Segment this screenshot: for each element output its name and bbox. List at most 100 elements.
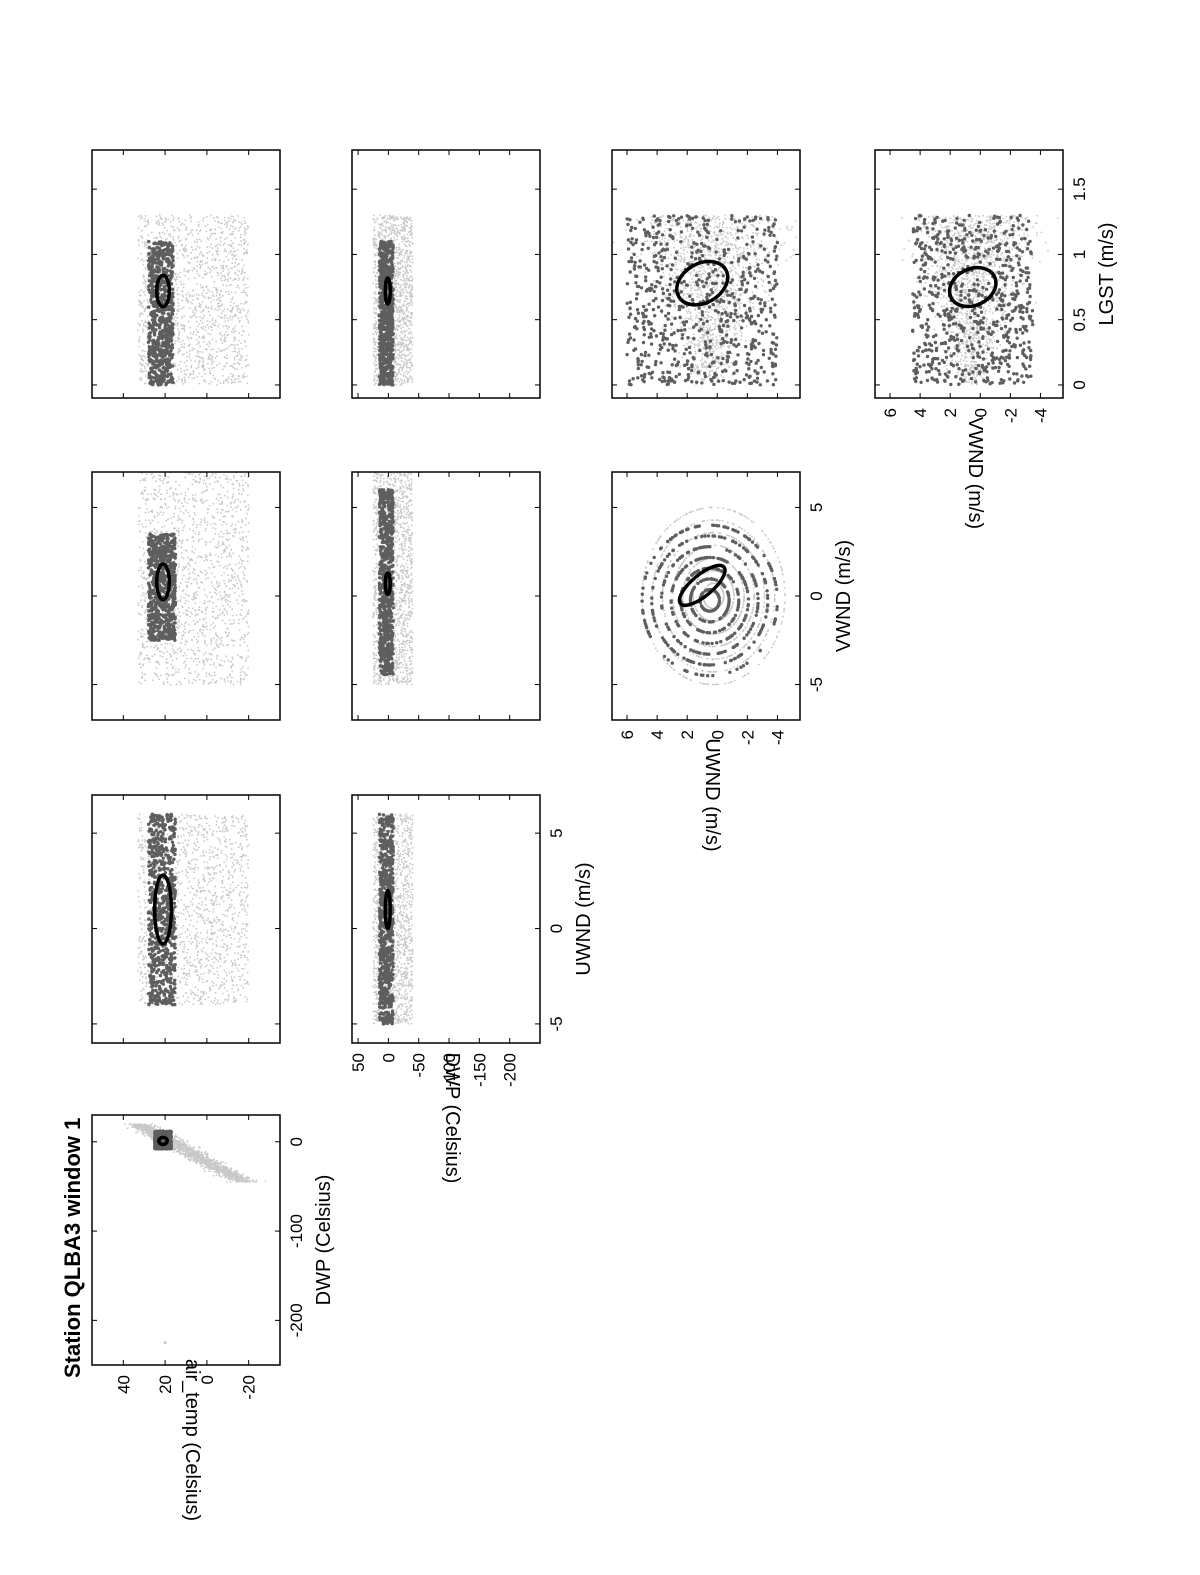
y-tick-label: 2 bbox=[678, 730, 697, 739]
y-tick-label: 6 bbox=[881, 408, 900, 417]
confidence-ellipse bbox=[155, 273, 172, 309]
figure-title: Station QLBA3 window 1 bbox=[60, 1118, 85, 1378]
core-points-cloud-marks bbox=[640, 523, 779, 678]
x-axis-label: LGST (m/s) bbox=[1096, 223, 1118, 326]
y-tick-label: 40 bbox=[114, 1375, 133, 1394]
core-points-cloud-marks bbox=[153, 1129, 174, 1151]
confidence-ellipse bbox=[383, 888, 392, 931]
plot-area bbox=[123, 1123, 267, 1345]
x-tick-label: -5 bbox=[547, 1016, 566, 1031]
x-tick-label: 0 bbox=[807, 591, 826, 600]
core-points-cloud-marks bbox=[146, 239, 175, 387]
plot-area bbox=[137, 214, 250, 387]
y-tick-label: -20 bbox=[240, 1375, 259, 1400]
core-points-cloud bbox=[377, 239, 395, 387]
core-points-cloud-marks bbox=[146, 812, 178, 1007]
x-tick-label: -200 bbox=[287, 1303, 306, 1337]
confidence-ellipse bbox=[152, 873, 174, 946]
y-tick-label: -2 bbox=[1001, 408, 1020, 423]
outlier-point bbox=[163, 1341, 167, 1345]
plot-area bbox=[901, 213, 1059, 387]
x-axis-label: VWND (m/s) bbox=[833, 540, 855, 652]
y-tick-label: 4 bbox=[911, 408, 930, 417]
confidence-ellipse bbox=[383, 276, 392, 306]
y-tick-label: -4 bbox=[768, 730, 787, 745]
x-tick-label: 0 bbox=[287, 1137, 306, 1146]
plot-area bbox=[372, 472, 414, 686]
y-tick-label: 6 bbox=[618, 730, 637, 739]
core-points-cloud bbox=[640, 523, 779, 678]
plot-area bbox=[372, 812, 414, 1026]
core-points-cloud-marks bbox=[911, 213, 1035, 387]
x-tick-label: 0 bbox=[547, 924, 566, 933]
plot-area bbox=[372, 214, 414, 387]
plot-area bbox=[612, 214, 797, 387]
all-points-cloud-marks bbox=[137, 214, 250, 386]
panel-vwnd_vs_uwnd: -5 0 5 -4 -2 0 2 4 6 VWND (m/s) UWND (m/s) bbox=[611, 471, 855, 852]
y-tick-label: 0 bbox=[379, 1053, 398, 1062]
core-points-cloud bbox=[911, 213, 1035, 387]
y-tick-label: -100 bbox=[440, 1053, 459, 1087]
axes-frame bbox=[91, 149, 281, 399]
confidence-ellipse bbox=[155, 562, 172, 602]
core-points-cloud bbox=[146, 532, 178, 643]
core-points-cloud bbox=[146, 812, 178, 1007]
x-tick-label: 5 bbox=[547, 828, 566, 837]
axes-frame bbox=[351, 149, 541, 399]
axes-frame bbox=[874, 149, 1064, 399]
y-tick-label: 2 bbox=[941, 408, 960, 417]
y-tick-label: 50 bbox=[349, 1053, 368, 1072]
axes-frame bbox=[611, 149, 801, 399]
confidence-ellipse bbox=[157, 1135, 169, 1147]
y-tick-label: -50 bbox=[410, 1053, 429, 1078]
confidence-ellipse bbox=[677, 563, 727, 608]
x-tick-label: 1 bbox=[1070, 250, 1089, 259]
y-axis-label: DWP (Celsius) bbox=[441, 1053, 463, 1184]
panel-lgst_vs_vwnd: 0 0.5 1 1.5 -4 -2 0 2 4 6 LGST (m/s) VWND (m/s) bbox=[874, 149, 1118, 529]
y-tick-label: -150 bbox=[470, 1053, 489, 1087]
panel-vwnd_vs_dwp bbox=[351, 471, 541, 721]
y-axis-label: VWND (m/s) bbox=[964, 417, 986, 529]
panel-lgst_vs_air_temp bbox=[91, 149, 281, 399]
all-points-cloud bbox=[137, 214, 250, 386]
x-tick-label: 0.5 bbox=[1070, 308, 1089, 332]
core-points-cloud bbox=[146, 239, 175, 387]
panel-uwnd_vs_air_temp bbox=[91, 794, 281, 1044]
y-axis-label: UWND (m/s) bbox=[701, 738, 723, 851]
plot-area bbox=[137, 812, 250, 1007]
plot-area bbox=[137, 472, 250, 686]
core-points-cloud bbox=[625, 214, 780, 387]
x-tick-label: 5 bbox=[807, 503, 826, 512]
y-tick-label: 4 bbox=[648, 730, 667, 739]
plot-area bbox=[640, 506, 786, 686]
x-tick-label: 0 bbox=[1070, 380, 1089, 389]
panel-lgst_vs_uwnd bbox=[611, 149, 801, 399]
panel-vwnd_vs_air_temp bbox=[91, 471, 281, 721]
y-axis-label: air_temp (Celsius) bbox=[181, 1359, 203, 1521]
x-tick-label: 1.5 bbox=[1070, 177, 1089, 201]
panel-lgst_vs_dwp bbox=[351, 149, 541, 399]
core-points-cloud-marks bbox=[377, 239, 395, 387]
x-axis-label: UWND (m/s) bbox=[573, 862, 595, 975]
x-tick-label: -5 bbox=[807, 677, 826, 692]
x-axis-label: DWP (Celsius) bbox=[313, 1175, 335, 1306]
confidence-ellipse bbox=[675, 259, 730, 307]
y-tick-label: -200 bbox=[501, 1053, 520, 1087]
y-tick-label: 0 bbox=[198, 1375, 217, 1384]
core-points-cloud-marks bbox=[625, 214, 780, 387]
y-tick-label: -4 bbox=[1031, 408, 1050, 423]
y-tick-label: 20 bbox=[156, 1375, 175, 1394]
axes-frame bbox=[91, 1114, 281, 1366]
core-points-cloud bbox=[153, 1129, 174, 1151]
x-tick-label: -100 bbox=[287, 1214, 306, 1248]
confidence-ellipse bbox=[383, 571, 392, 596]
confidence-ellipse bbox=[947, 265, 998, 309]
y-tick-label: -2 bbox=[738, 730, 757, 745]
axes-frame bbox=[351, 794, 541, 1044]
axes-frame bbox=[91, 794, 281, 1044]
